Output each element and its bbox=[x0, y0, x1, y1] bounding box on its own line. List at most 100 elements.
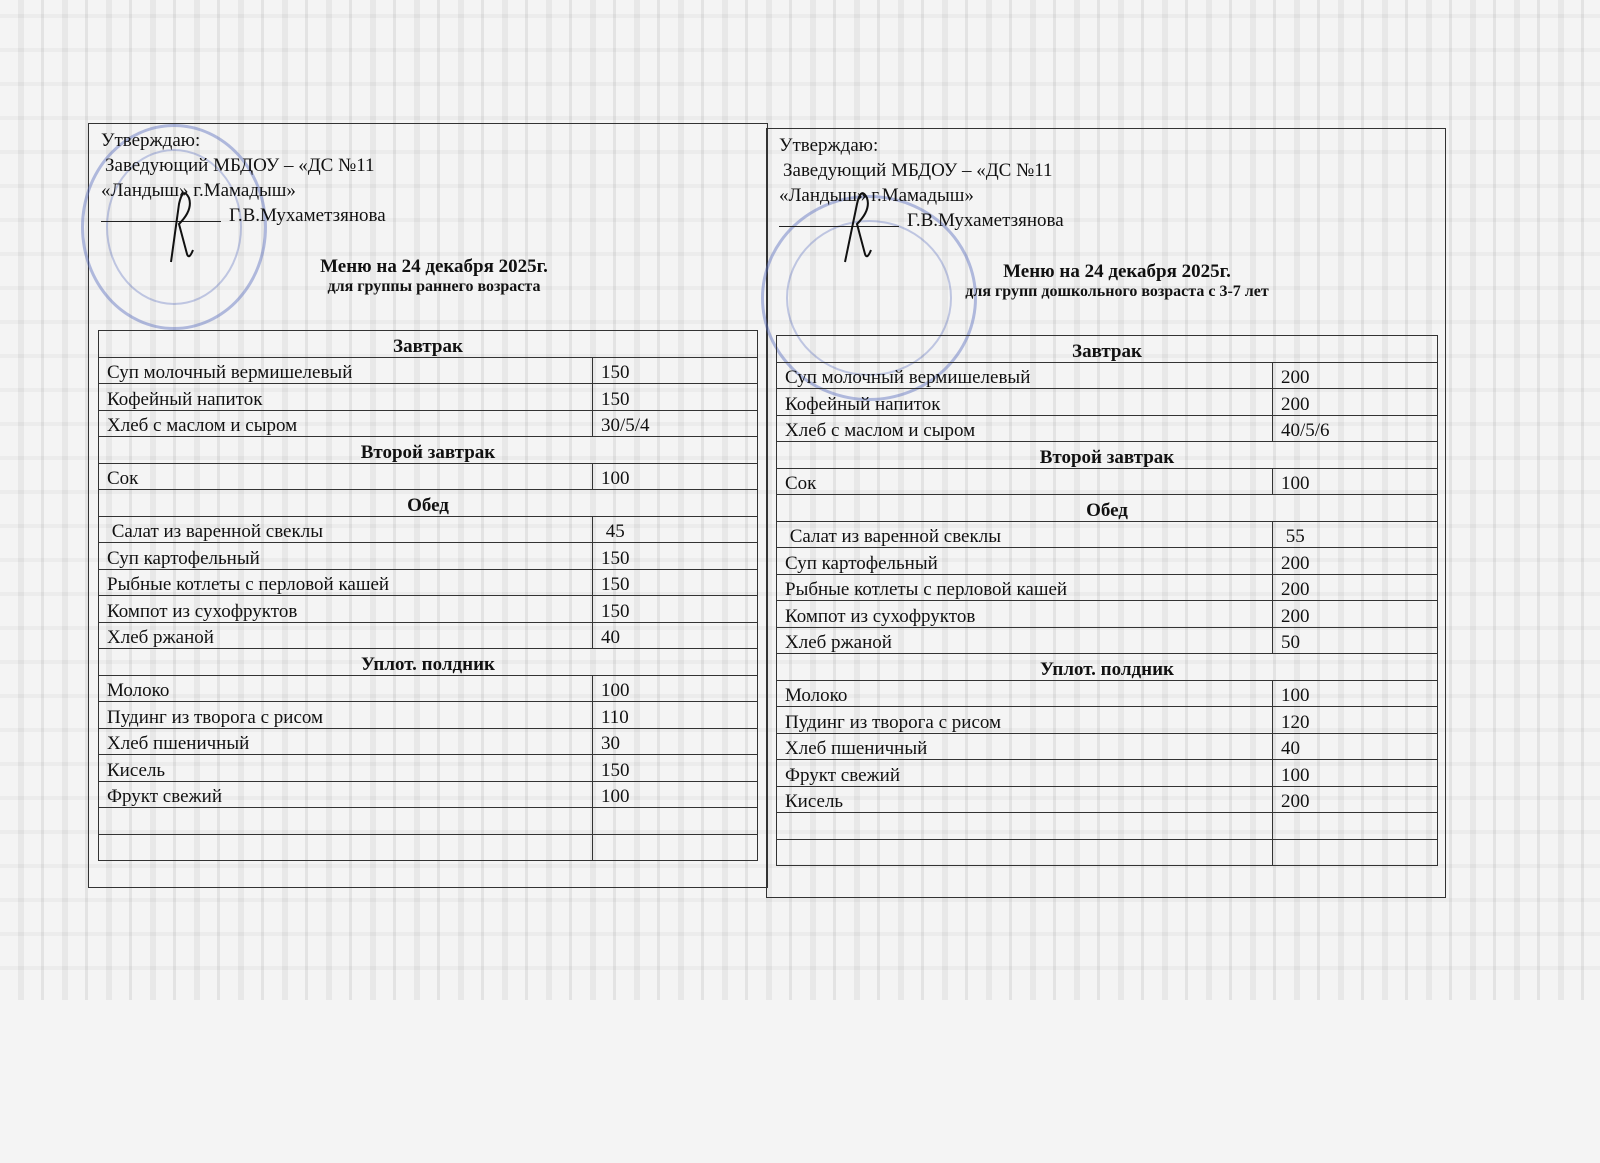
dish-quantity: 40/5/6 bbox=[1272, 414, 1438, 442]
dish-row: Компот из сухофруктов 200 bbox=[776, 600, 1438, 628]
dish-row: Пудинг из творога с рисом 120 bbox=[776, 706, 1438, 734]
signature-line bbox=[779, 208, 899, 227]
dish-row: Суп молочный вермишелевый 150 bbox=[98, 356, 758, 384]
section-header: Второй завтрак bbox=[98, 436, 758, 464]
dish-quantity bbox=[1272, 838, 1438, 866]
dish-row: Суп картофельный 200 bbox=[776, 547, 1438, 575]
menu-date-title: Меню на 24 декабря 2025г. bbox=[1003, 261, 1231, 282]
approval-block: Утверждаю: Заведующий МБДОУ – «ДС №11 «Л… bbox=[101, 128, 386, 228]
approve-label: Утверждаю: bbox=[101, 130, 201, 151]
dish-row: Кисель 150 bbox=[98, 754, 758, 782]
dish-row: Пудинг из творога с рисом 110 bbox=[98, 701, 758, 729]
dish-row: Молоко 100 bbox=[98, 674, 758, 702]
dish-quantity: 200 bbox=[1272, 573, 1438, 601]
dish-quantity: 100 bbox=[1272, 759, 1438, 787]
menu-panel-early-age: Утверждаю: Заведующий МБДОУ – «ДС №11 «Л… bbox=[81, 123, 768, 888]
signature bbox=[170, 192, 194, 263]
menu-group-subtitle: для групп дошкольного возраста с 3-7 лет bbox=[965, 283, 1269, 300]
signature bbox=[844, 192, 872, 263]
dish-row bbox=[776, 838, 1438, 866]
dish-row: Хлеб с маслом и сыром 30/5/4 bbox=[98, 409, 758, 437]
dish-row: Компот из сухофруктов 150 bbox=[98, 595, 758, 623]
section-header: Второй завтрак bbox=[776, 441, 1438, 469]
section-row: Уплот. полдник bbox=[98, 648, 758, 676]
dish-name bbox=[776, 838, 1273, 866]
dish-row: Салат из варенной свеклы 55 bbox=[776, 520, 1438, 548]
position-label: Заведующий МБДОУ – «ДС №11 bbox=[783, 160, 1053, 181]
dish-name: Сок bbox=[776, 467, 1273, 495]
dish-name: Рыбные котлеты с перловой кашей bbox=[776, 573, 1273, 601]
dish-quantity: 100 bbox=[1272, 467, 1438, 495]
dish-quantity: 30/5/4 bbox=[592, 409, 758, 437]
dish-name: Суп картофельный bbox=[98, 542, 593, 570]
dish-name: Рыбные котлеты с перловой кашей bbox=[98, 568, 593, 596]
dish-row: Хлеб с маслом и сыром 40/5/6 bbox=[776, 414, 1438, 442]
dish-row: Кофейный напиток 200 bbox=[776, 388, 1438, 416]
dish-quantity: 40 bbox=[1272, 732, 1438, 760]
dish-row: Кисель 200 bbox=[776, 785, 1438, 813]
dish-row: Хлеб ржаной 40 bbox=[98, 621, 758, 649]
dish-quantity: 200 bbox=[1272, 388, 1438, 416]
dish-row: Кофейный напиток 150 bbox=[98, 383, 758, 411]
dish-row: Молоко 100 bbox=[776, 679, 1438, 707]
dish-name bbox=[98, 833, 593, 861]
dish-quantity: 150 bbox=[592, 356, 758, 384]
dish-name: Пудинг из творога с рисом bbox=[776, 706, 1273, 734]
dish-quantity bbox=[592, 807, 758, 835]
signer-name: Г.В.Мухаметзянова bbox=[229, 205, 386, 226]
dish-name: Хлеб с маслом и сыром bbox=[98, 409, 593, 437]
section-row: Второй завтрак bbox=[776, 441, 1438, 469]
dish-quantity: 100 bbox=[1272, 679, 1438, 707]
dish-row: Хлеб пшеничный 30 bbox=[98, 727, 758, 755]
dish-quantity: 200 bbox=[1272, 785, 1438, 813]
dish-quantity: 45 bbox=[592, 515, 758, 543]
dish-quantity: 40 bbox=[592, 621, 758, 649]
dish-quantity: 200 bbox=[1272, 547, 1438, 575]
dish-quantity: 150 bbox=[592, 383, 758, 411]
dish-quantity bbox=[592, 833, 758, 861]
dish-quantity: 55 bbox=[1272, 520, 1438, 548]
section-header: Обед bbox=[776, 494, 1438, 522]
menu-group-subtitle: для группы раннего возраста bbox=[327, 278, 541, 295]
dish-quantity: 30 bbox=[592, 727, 758, 755]
dish-row: Рыбные котлеты с перловой кашей 200 bbox=[776, 573, 1438, 601]
section-header: Завтрак bbox=[98, 330, 758, 358]
dish-name: Салат из варенной свеклы bbox=[776, 520, 1273, 548]
dish-name: Сок bbox=[98, 462, 593, 490]
dish-name: Суп молочный вермишелевый bbox=[98, 356, 593, 384]
dish-row: Рыбные котлеты с перловой кашей 150 bbox=[98, 568, 758, 596]
dish-name: Кисель bbox=[98, 754, 593, 782]
signature-line bbox=[101, 203, 221, 222]
menu-panel-preschool: Утверждаю: Заведующий МБДОУ – «ДС №11 «Л… bbox=[761, 128, 1446, 898]
dish-name: Компот из сухофруктов bbox=[776, 600, 1273, 628]
menu-table: Завтрак Суп молочный вермишелевый 150 Кофей… bbox=[98, 330, 758, 861]
dish-row: Суп молочный вермишелевый 200 bbox=[776, 361, 1438, 389]
dish-row: Сок 100 bbox=[776, 467, 1438, 495]
dish-name: Хлеб пшеничный bbox=[776, 732, 1273, 760]
dish-name bbox=[98, 807, 593, 835]
dish-quantity: 100 bbox=[592, 462, 758, 490]
dish-row bbox=[776, 812, 1438, 840]
dish-name: Фрукт свежий bbox=[776, 759, 1273, 787]
dish-name: Хлеб пшеничный bbox=[98, 727, 593, 755]
dish-row: Хлеб пшеничный 40 bbox=[776, 732, 1438, 760]
section-row: Уплот. полдник bbox=[776, 653, 1438, 681]
dish-quantity: 110 bbox=[592, 701, 758, 729]
dish-quantity: 150 bbox=[592, 754, 758, 782]
dish-quantity: 50 bbox=[1272, 626, 1438, 654]
org-label: «Ландыш» г.Мамадыш» bbox=[101, 180, 296, 201]
dish-quantity bbox=[1272, 812, 1438, 840]
dish-name: Молоко bbox=[776, 679, 1273, 707]
section-row: Второй завтрак bbox=[98, 436, 758, 464]
dish-quantity: 100 bbox=[592, 674, 758, 702]
dish-name: Кофейный напиток bbox=[98, 383, 593, 411]
section-header: Уплот. полдник bbox=[98, 648, 758, 676]
dish-name: Салат из варенной свеклы bbox=[98, 515, 593, 543]
dish-row bbox=[98, 833, 758, 861]
section-header: Обед bbox=[98, 489, 758, 517]
dish-name: Суп молочный вермишелевый bbox=[776, 361, 1273, 389]
dish-name: Молоко bbox=[98, 674, 593, 702]
menu-table: Завтрак Суп молочный вермишелевый 200 Кофей… bbox=[776, 335, 1438, 866]
position-label: Заведующий МБДОУ – «ДС №11 bbox=[105, 155, 375, 176]
official-stamp bbox=[81, 124, 267, 330]
